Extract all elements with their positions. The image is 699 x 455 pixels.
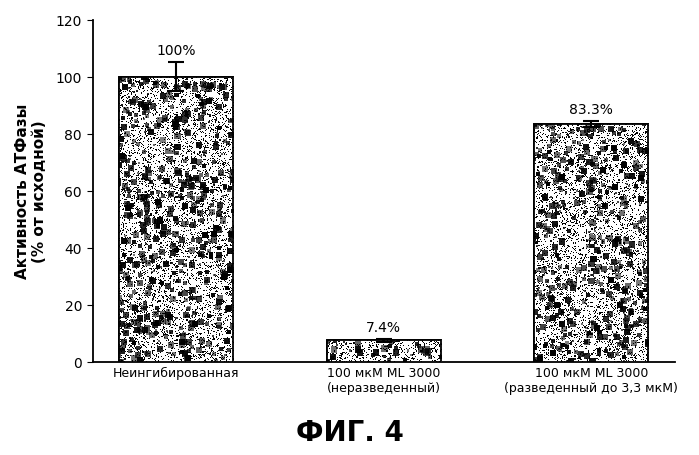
Bar [119,77,233,362]
Bar [119,77,233,362]
Text: ФИГ. 4: ФИГ. 4 [296,418,403,446]
Text: 83.3%: 83.3% [569,102,613,116]
Bar [534,125,649,362]
Text: 100%: 100% [157,44,196,57]
Bar [534,125,649,362]
Bar [326,341,441,362]
Y-axis label: Активность АТФазы
(% от исходной): Активность АТФазы (% от исходной) [15,104,48,278]
Bar [326,341,441,362]
Text: 7.4%: 7.4% [366,320,401,334]
